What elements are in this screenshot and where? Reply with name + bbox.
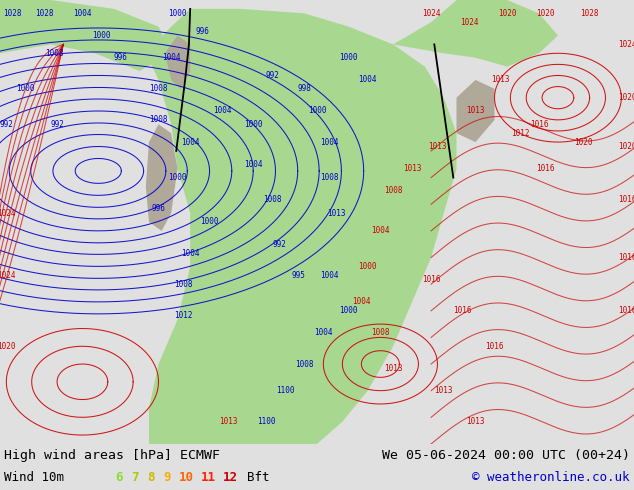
Text: 10: 10 xyxy=(179,471,194,485)
Text: 1008: 1008 xyxy=(44,49,63,58)
Text: 1000: 1000 xyxy=(307,106,327,116)
Text: 1004: 1004 xyxy=(244,160,263,169)
Text: 1000: 1000 xyxy=(339,53,358,62)
Text: 1020: 1020 xyxy=(618,142,634,151)
Text: 1004: 1004 xyxy=(320,138,339,147)
Text: 1004: 1004 xyxy=(73,9,92,18)
Text: 1004: 1004 xyxy=(181,138,200,147)
Text: 996: 996 xyxy=(152,204,165,213)
Text: 1016: 1016 xyxy=(485,342,504,351)
Text: 1000: 1000 xyxy=(168,9,187,18)
Text: 12: 12 xyxy=(223,471,238,485)
Text: 1024: 1024 xyxy=(618,40,634,49)
Text: 1100: 1100 xyxy=(257,417,276,426)
Text: 1024: 1024 xyxy=(0,271,16,280)
Text: 1008: 1008 xyxy=(149,84,168,93)
Text: 1008: 1008 xyxy=(320,173,339,182)
Text: 996: 996 xyxy=(196,26,210,36)
Polygon shape xyxy=(456,80,495,142)
Text: 1000: 1000 xyxy=(339,306,358,315)
Text: 1004: 1004 xyxy=(371,226,390,235)
Text: 1028: 1028 xyxy=(580,9,599,18)
Text: 1013: 1013 xyxy=(466,106,485,116)
Text: 1013: 1013 xyxy=(219,417,238,426)
Text: 8: 8 xyxy=(147,471,155,485)
Text: 1016: 1016 xyxy=(618,306,634,315)
Text: 1008: 1008 xyxy=(263,196,282,204)
Text: 1024: 1024 xyxy=(0,209,16,218)
Text: 992: 992 xyxy=(50,120,64,129)
Text: 1016: 1016 xyxy=(453,306,472,315)
Text: 1020: 1020 xyxy=(536,9,555,18)
Text: 995: 995 xyxy=(291,271,305,280)
Text: 1020: 1020 xyxy=(0,342,16,351)
Text: 1013: 1013 xyxy=(434,386,453,395)
Text: 1013: 1013 xyxy=(384,364,403,373)
Text: 1004: 1004 xyxy=(358,75,377,84)
Text: 1028: 1028 xyxy=(35,9,54,18)
Text: 1000: 1000 xyxy=(244,120,263,129)
Text: 1024: 1024 xyxy=(422,9,441,18)
Text: 1013: 1013 xyxy=(491,75,510,84)
Text: 1012: 1012 xyxy=(510,129,529,138)
Text: 1008: 1008 xyxy=(174,280,193,289)
Text: 1013: 1013 xyxy=(466,417,485,426)
Text: We 05-06-2024 00:00 UTC (00+24): We 05-06-2024 00:00 UTC (00+24) xyxy=(382,449,630,463)
Polygon shape xyxy=(146,124,178,231)
Text: 1016: 1016 xyxy=(618,196,634,204)
Polygon shape xyxy=(393,0,558,67)
Polygon shape xyxy=(165,35,190,89)
Text: 1000: 1000 xyxy=(358,262,377,271)
Text: Bft: Bft xyxy=(247,471,269,485)
Text: 1004: 1004 xyxy=(320,271,339,280)
Text: 1013: 1013 xyxy=(428,142,447,151)
Text: 1016: 1016 xyxy=(618,253,634,262)
Text: 1008: 1008 xyxy=(149,115,168,124)
Text: 1013: 1013 xyxy=(403,164,422,173)
Text: 1004: 1004 xyxy=(162,53,181,62)
Text: 1020: 1020 xyxy=(498,9,517,18)
Text: 1024: 1024 xyxy=(460,18,479,26)
Text: 1000: 1000 xyxy=(200,218,219,226)
Text: 1008: 1008 xyxy=(384,186,403,196)
Text: 11: 11 xyxy=(201,471,216,485)
Text: 992: 992 xyxy=(0,120,13,129)
Text: 7: 7 xyxy=(131,471,138,485)
Text: 9: 9 xyxy=(163,471,171,485)
Text: 1000: 1000 xyxy=(16,84,35,93)
Text: 1012: 1012 xyxy=(174,311,193,319)
Polygon shape xyxy=(0,0,171,71)
Text: 998: 998 xyxy=(297,84,311,93)
Text: 1004: 1004 xyxy=(212,106,231,116)
Text: 1016: 1016 xyxy=(536,164,555,173)
Text: 1100: 1100 xyxy=(276,386,295,395)
Text: 1013: 1013 xyxy=(327,209,346,218)
Text: 1028: 1028 xyxy=(3,9,22,18)
Text: 992: 992 xyxy=(266,71,280,80)
Text: 996: 996 xyxy=(113,53,127,62)
Text: 1020: 1020 xyxy=(574,138,593,147)
Text: 1000: 1000 xyxy=(168,173,187,182)
Text: High wind areas [hPa] ECMWF: High wind areas [hPa] ECMWF xyxy=(4,449,220,463)
Text: 992: 992 xyxy=(272,240,286,248)
Text: 1000: 1000 xyxy=(92,31,111,40)
Text: 1008: 1008 xyxy=(295,360,314,368)
Text: 1004: 1004 xyxy=(181,248,200,258)
Polygon shape xyxy=(146,9,456,444)
Text: 1016: 1016 xyxy=(422,275,441,284)
Text: 1008: 1008 xyxy=(371,328,390,338)
Text: 1004: 1004 xyxy=(352,297,371,306)
Text: 1016: 1016 xyxy=(529,120,548,129)
Text: 1020: 1020 xyxy=(618,93,634,102)
Text: Wind 10m: Wind 10m xyxy=(4,471,64,485)
Text: © weatheronline.co.uk: © weatheronline.co.uk xyxy=(472,471,630,485)
Text: 1004: 1004 xyxy=(314,328,333,338)
Text: 6: 6 xyxy=(115,471,122,485)
